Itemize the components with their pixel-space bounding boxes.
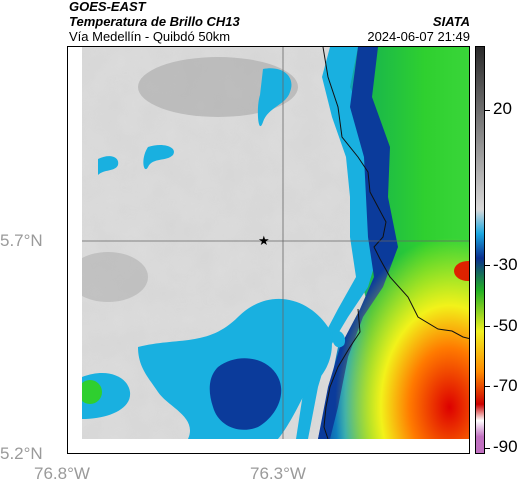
colorbar-label: -90 <box>493 437 518 456</box>
lon-label-left: 76.8°W <box>34 464 90 483</box>
star-icon: ★ <box>258 234 270 249</box>
no-data-left <box>68 47 82 439</box>
lat-label-upper: 5.7°N <box>0 231 43 250</box>
colorbar <box>475 46 485 454</box>
cyan-cell-4 <box>332 330 346 348</box>
colorbar-label: 20 <box>493 99 512 118</box>
south-blue-core <box>209 358 282 430</box>
colorbar-tick <box>485 448 490 449</box>
west-green-core <box>78 380 102 404</box>
lat-label-lower: 5.2°N <box>0 444 43 463</box>
colorbar-tick <box>485 110 490 111</box>
hot-cell-ne <box>454 261 469 281</box>
cyan-edge <box>296 47 380 439</box>
satellite-map[interactable]: ★ <box>67 46 470 454</box>
colorbar-tick <box>485 386 490 387</box>
colorbar-label: -50 <box>493 316 518 335</box>
colorbar-label: -30 <box>493 255 518 274</box>
colorbar-label: -70 <box>493 376 518 395</box>
boundary-line <box>322 47 469 340</box>
satellite-title: GOES-EAST <box>69 0 146 14</box>
cyan-cell-3 <box>98 156 119 175</box>
warm-core <box>328 227 469 439</box>
river-line <box>323 308 361 440</box>
org-label: SIATA <box>432 14 470 29</box>
no-data-bottom <box>68 439 469 453</box>
lon-label-center: 76.3°W <box>250 464 306 483</box>
dark-cloud-patch-2 <box>68 252 148 302</box>
colorbar-tick <box>485 326 490 327</box>
deep-blue-edge <box>318 47 398 439</box>
colorbar-tick <box>485 265 490 266</box>
cyan-cell-2 <box>143 144 174 170</box>
dark-cloud-patch <box>138 57 298 117</box>
datetime-label: 2024-06-07 21:49 <box>367 29 470 44</box>
map-canvas: ★ <box>68 47 469 453</box>
region-label: Vía Medellín - Quibdó 50km <box>69 29 231 44</box>
product-title: Temperatura de Brillo CH13 <box>69 14 240 29</box>
